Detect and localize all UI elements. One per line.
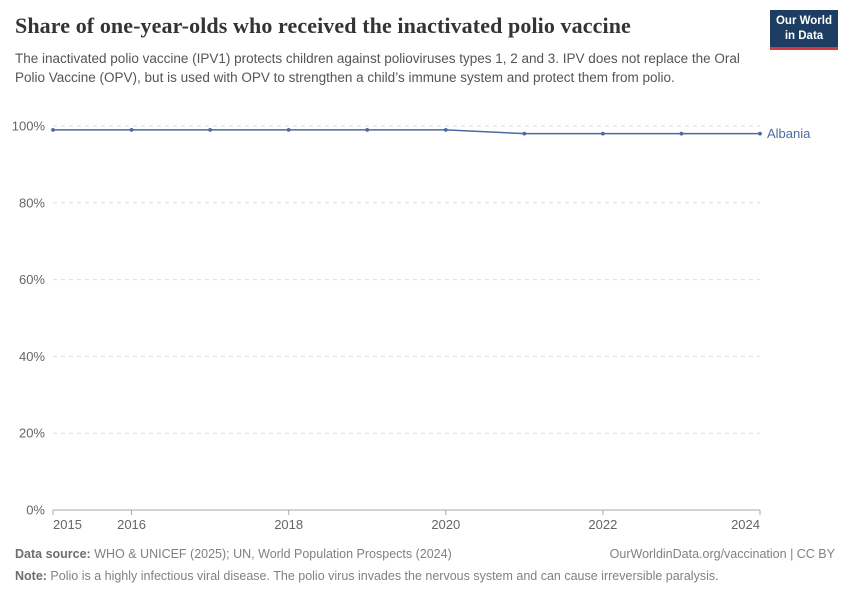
x-axis-tick-label: 2018 [274, 517, 303, 532]
data-point[interactable] [51, 127, 55, 132]
chart-title: Share of one-year-olds who received the … [15, 13, 631, 38]
data-point[interactable] [600, 131, 605, 136]
data-source-text: WHO & UNICEF (2025); UN, World Populatio… [90, 547, 452, 561]
x-axis-tick-label: 2015 [53, 517, 82, 532]
series-line[interactable] [53, 129, 760, 135]
attribution-link[interactable]: OurWorldinData.org/vaccination | CC BY [609, 547, 835, 561]
data-source-line: Data source: WHO & UNICEF (2025); UN, Wo… [15, 546, 452, 563]
y-axis-tick-label: 0% [26, 503, 45, 518]
y-axis-tick-label: 80% [19, 195, 45, 210]
data-source-label: Data source: [15, 547, 91, 561]
data-point[interactable] [365, 127, 370, 132]
data-point[interactable] [443, 127, 448, 132]
x-axis-tick-label: 2022 [588, 517, 617, 532]
entity-label[interactable]: Albania [767, 126, 811, 141]
data-point[interactable] [208, 127, 213, 132]
owid-logo-line2: in Data [784, 29, 824, 42]
x-axis-tick-label: 2020 [431, 517, 460, 532]
y-axis-tick-label: 20% [19, 426, 45, 441]
line-chart-plot[interactable]: 0% 20% 40% 60% 80% 100% 2015 2016 2018 2020 2022 20… [0, 112, 850, 537]
note-text: Polio is a highly infectious viral disea… [46, 568, 719, 583]
data-point[interactable] [129, 127, 134, 132]
data-point[interactable] [522, 131, 527, 136]
note-label: Note: [15, 568, 47, 583]
chart-subtitle: The inactivated polio vaccine (IPV1) pro… [15, 51, 740, 85]
owid-logo-line1: Our World [775, 15, 832, 28]
x-axis-tick-label: 2016 [117, 517, 146, 532]
y-axis-tick-label: 60% [19, 272, 45, 287]
chart-note-line: Note: Polio is a highly infectious viral… [15, 568, 835, 585]
data-point[interactable] [286, 127, 291, 132]
y-axis-tick-label: 40% [19, 349, 45, 364]
owid-logo[interactable]: Our World in Data [770, 10, 838, 50]
chart-footer: Data source: WHO & UNICEF (2025); UN, Wo… [15, 546, 835, 585]
data-point[interactable] [758, 131, 762, 136]
data-point[interactable] [679, 131, 684, 136]
x-axis-tick-label: 2024 [731, 517, 760, 532]
y-axis-tick-label: 100% [12, 119, 46, 134]
